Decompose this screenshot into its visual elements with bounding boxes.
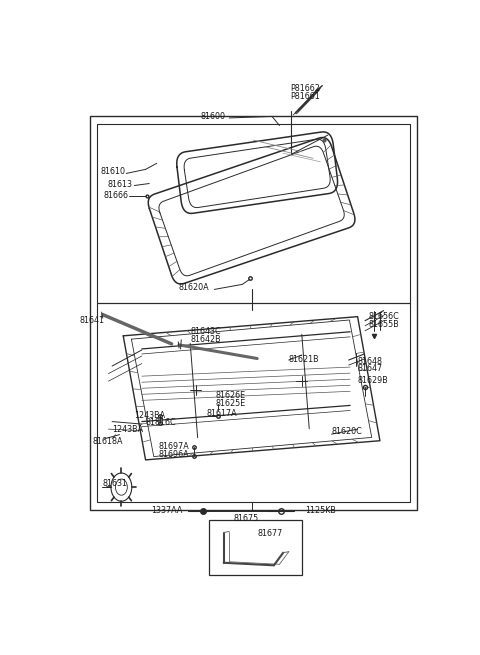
Text: 81677: 81677: [257, 529, 282, 538]
Bar: [97, 303, 409, 502]
Text: 81625E: 81625E: [216, 399, 246, 408]
Text: 81642B: 81642B: [190, 335, 221, 345]
Text: P81662: P81662: [290, 84, 321, 93]
Text: 81655B: 81655B: [369, 320, 399, 329]
Text: 81647: 81647: [358, 364, 383, 373]
Text: 81816C: 81816C: [145, 418, 176, 427]
Text: 1125KB: 1125KB: [305, 506, 336, 515]
Bar: [97, 124, 409, 303]
Text: 81629B: 81629B: [358, 376, 388, 384]
Text: 81656C: 81656C: [369, 312, 399, 321]
Text: P81661: P81661: [290, 92, 320, 101]
Bar: [90, 117, 417, 510]
Text: 81648: 81648: [358, 356, 383, 365]
Text: 81600: 81600: [201, 112, 226, 121]
Text: 81620C: 81620C: [332, 427, 362, 436]
Text: 81621B: 81621B: [289, 354, 319, 364]
Text: 81631: 81631: [103, 479, 128, 487]
Text: 81641: 81641: [80, 316, 105, 325]
Text: 81666: 81666: [103, 191, 128, 200]
Text: 81610: 81610: [100, 168, 125, 176]
Text: 1337AA: 1337AA: [151, 506, 183, 515]
Text: 81675: 81675: [233, 514, 259, 523]
Text: 81618A: 81618A: [93, 438, 123, 446]
Bar: [209, 520, 302, 575]
Text: 1243BA: 1243BA: [134, 411, 166, 420]
Text: 81643C: 81643C: [190, 328, 221, 336]
Text: 81696A: 81696A: [158, 450, 189, 459]
Text: 81626E: 81626E: [216, 391, 246, 400]
Text: 81620A: 81620A: [178, 284, 209, 292]
Text: 1243BA: 1243BA: [112, 425, 143, 434]
Text: 81617A: 81617A: [207, 409, 238, 418]
Text: 81697A: 81697A: [158, 442, 189, 451]
Text: 81613: 81613: [108, 180, 132, 189]
